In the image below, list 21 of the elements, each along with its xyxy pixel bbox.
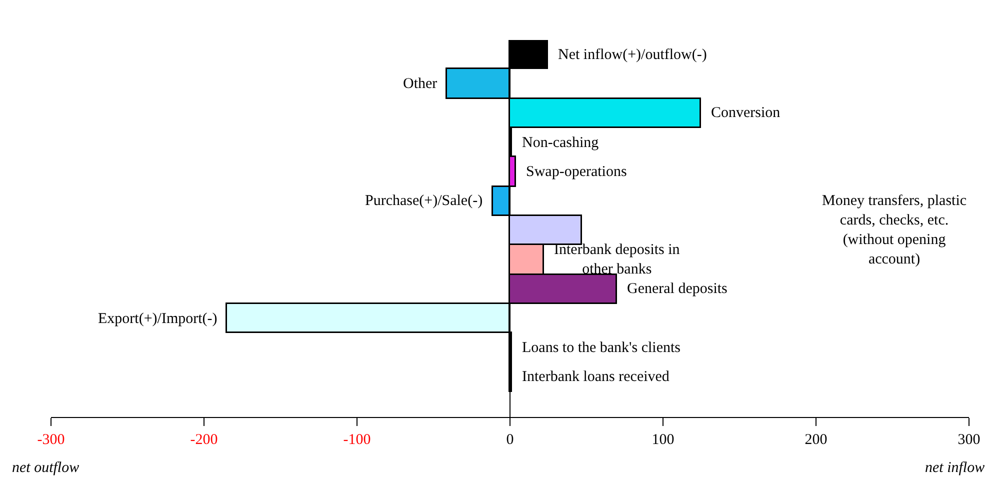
text: net outflow bbox=[12, 460, 80, 476]
y-tick-label: Purchase(+)/Sale(-) bbox=[365, 193, 483, 209]
y-tick-label: Swap-operations bbox=[526, 164, 627, 180]
y-tick-label: Net inflow(+)/outflow(-) bbox=[558, 47, 707, 63]
x-tick-label: -200 bbox=[190, 432, 218, 448]
y-tick-label: Interbank deposits in other banks bbox=[554, 242, 680, 278]
y-tick-label: Loans to the bank's clients bbox=[522, 340, 681, 356]
y-tick-label: Interbank loans received bbox=[522, 369, 670, 385]
y-tick-label: Non-cashing bbox=[522, 135, 600, 151]
x-tick-label: 200 bbox=[804, 432, 828, 448]
x-tick-label: 0 bbox=[506, 432, 514, 448]
y-tick-label: Conversion bbox=[711, 105, 781, 121]
y-tick-label: General deposits bbox=[627, 281, 728, 297]
y-tick-label: Other bbox=[403, 76, 438, 92]
text: net inflow bbox=[925, 460, 985, 476]
x-tick-label: 100 bbox=[652, 432, 674, 448]
y-tick-label: Export(+)/Import(-) bbox=[98, 311, 218, 327]
x-tick-label: -300 bbox=[37, 432, 65, 448]
x-tick-label: 300 bbox=[958, 432, 980, 448]
x-tick-label: -100 bbox=[343, 432, 371, 448]
y-tick-label: Money transfers, plastic cards, checks, etc. (without opening account) bbox=[822, 193, 967, 268]
